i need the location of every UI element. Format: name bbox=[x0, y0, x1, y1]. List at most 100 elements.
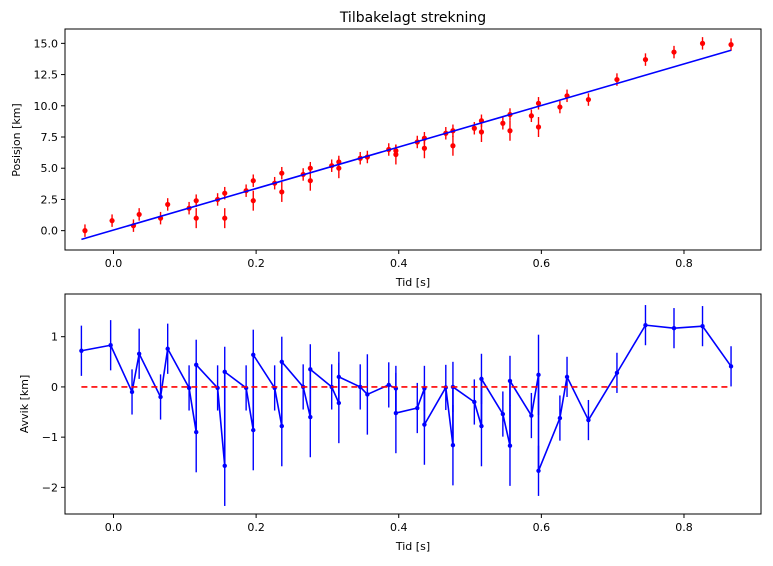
data-point bbox=[393, 151, 399, 158]
data-point bbox=[507, 443, 513, 448]
data-point bbox=[393, 410, 399, 416]
data-point bbox=[450, 143, 456, 149]
data-point bbox=[336, 400, 342, 406]
data-point bbox=[336, 374, 342, 380]
data-point bbox=[699, 40, 706, 46]
data-point bbox=[614, 370, 620, 376]
data-point bbox=[528, 113, 534, 119]
y-tick-label: 2.5 bbox=[41, 193, 59, 206]
x-tick-label: 0.6 bbox=[533, 521, 551, 534]
data-point bbox=[194, 429, 199, 435]
y-axis-label: Avvik [km] bbox=[18, 375, 31, 434]
data-point bbox=[308, 414, 313, 420]
y-tick-label: 12.5 bbox=[34, 69, 59, 82]
y-tick-label: −2 bbox=[42, 481, 58, 494]
data-point bbox=[728, 42, 734, 48]
x-tick-label: 0.4 bbox=[390, 257, 408, 270]
data-point bbox=[279, 170, 285, 176]
data-point bbox=[450, 442, 456, 448]
data-point bbox=[358, 384, 363, 390]
data-point bbox=[586, 417, 591, 423]
data-point bbox=[365, 392, 370, 397]
data-point bbox=[165, 346, 170, 351]
data-point bbox=[478, 129, 485, 135]
x-tick-label: 0.2 bbox=[247, 257, 265, 270]
data-point bbox=[642, 56, 649, 63]
data-point bbox=[307, 165, 313, 171]
y-tick-label: −1 bbox=[42, 431, 58, 444]
x-tick-label: 0.2 bbox=[247, 521, 265, 534]
data-point bbox=[557, 415, 563, 421]
data-point bbox=[165, 201, 171, 208]
data-point bbox=[471, 125, 477, 131]
data-point bbox=[479, 423, 484, 429]
y-tick-label: 15.0 bbox=[34, 37, 59, 50]
residual-plot: 0.0 0.2 0.4 0.6 0.8 −2 −1 0 1 Tid [s] Avvik [km] bbox=[18, 293, 762, 553]
data-point bbox=[222, 215, 228, 221]
data-point bbox=[108, 343, 113, 348]
data-point bbox=[557, 104, 563, 110]
x-axis-label: Tid [s] bbox=[395, 276, 430, 289]
data-point bbox=[279, 189, 285, 195]
x-tick-label: 0.4 bbox=[390, 521, 408, 534]
data-point bbox=[535, 100, 542, 106]
data-point bbox=[186, 385, 192, 391]
y-axis-label: Posisjon [km] bbox=[10, 103, 23, 176]
x-tick-label: 0.8 bbox=[675, 257, 693, 270]
data-point bbox=[386, 382, 391, 388]
x-tick-label: 0.8 bbox=[675, 521, 693, 534]
data-point bbox=[158, 394, 163, 400]
data-point bbox=[79, 348, 84, 353]
data-point bbox=[671, 325, 677, 331]
data-point bbox=[671, 49, 677, 55]
data-point bbox=[307, 178, 313, 184]
data-point bbox=[251, 427, 256, 433]
data-point bbox=[564, 374, 570, 380]
data-point bbox=[222, 190, 228, 196]
data-point bbox=[529, 413, 534, 418]
data-point bbox=[507, 378, 513, 384]
data-point bbox=[421, 145, 428, 151]
data-point bbox=[136, 211, 142, 218]
data-point bbox=[415, 405, 420, 411]
data-point bbox=[479, 376, 484, 382]
data-point bbox=[422, 422, 427, 427]
x-tick-label: 0.6 bbox=[533, 257, 551, 270]
data-point bbox=[535, 124, 542, 130]
position-plot: Tilbakelagt strekning 0.0 0.2 0.4 0.6 0.80.0… bbox=[10, 10, 762, 289]
data-point bbox=[507, 128, 513, 134]
data-point bbox=[222, 463, 227, 468]
x-tick-label: 0.0 bbox=[105, 521, 123, 534]
data-point bbox=[279, 359, 284, 365]
residual-plot-frame bbox=[64, 293, 762, 515]
data-point bbox=[109, 218, 115, 224]
data-point bbox=[193, 198, 199, 204]
residual-plot-marks bbox=[79, 305, 734, 506]
data-point bbox=[193, 215, 199, 221]
fit-line bbox=[81, 49, 732, 241]
data-point bbox=[194, 362, 199, 368]
data-point bbox=[585, 96, 592, 103]
data-point bbox=[700, 323, 705, 329]
data-point bbox=[251, 352, 256, 357]
y-tick-label: 10.0 bbox=[34, 100, 59, 113]
data-point bbox=[279, 423, 284, 429]
x-tick-label: 0.0 bbox=[105, 257, 123, 270]
data-point bbox=[536, 468, 541, 474]
data-point bbox=[82, 228, 88, 234]
residual-series-line bbox=[81, 324, 732, 472]
data-point bbox=[500, 120, 506, 126]
y-tick-label: 5.0 bbox=[41, 162, 59, 175]
data-point bbox=[336, 165, 342, 171]
data-point bbox=[308, 367, 313, 372]
data-point bbox=[614, 76, 620, 83]
data-point bbox=[250, 198, 256, 204]
y-tick-label: 0 bbox=[51, 381, 58, 394]
position-plot-frame bbox=[64, 28, 762, 251]
data-point bbox=[129, 389, 135, 395]
data-point bbox=[250, 178, 256, 184]
x-axis-label: Tid [s] bbox=[395, 540, 430, 553]
